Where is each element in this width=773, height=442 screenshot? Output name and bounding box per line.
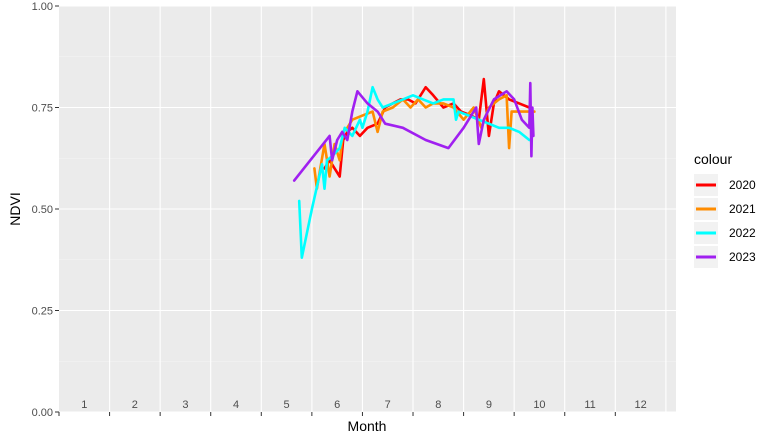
series-lines [292, 77, 536, 260]
y-tick-labels: 0.00 0.25 0.50 0.75 1.00 [32, 1, 53, 419]
y-tick-label: 1.00 [32, 1, 53, 13]
y-tick-label: 0.25 [32, 306, 53, 318]
minor-y-gridlines [59, 56, 676, 362]
x-tick-label: 5 [284, 399, 290, 411]
x-tick-label: 12 [634, 399, 646, 411]
y-tick-label: 0.75 [32, 103, 53, 115]
x-tick-label: 10 [533, 399, 545, 411]
legend-label-2020: 2020 [729, 178, 756, 192]
legend-title: colour [694, 151, 732, 167]
x-tick-labels: 1 2 3 4 5 6 7 8 9 10 11 12 [81, 399, 646, 411]
legend: colour 2020 2021 2022 2023 [694, 151, 756, 268]
x-axis-title: Month [348, 418, 387, 434]
y-axis-title: NDVI [7, 192, 23, 225]
x-tick-label: 7 [385, 399, 391, 411]
x-tick-label: 3 [182, 399, 188, 411]
legend-label-2021: 2021 [729, 202, 756, 216]
x-tick-label: 9 [486, 399, 492, 411]
x-tick-label: 1 [81, 399, 87, 411]
x-tick-label: 2 [132, 399, 138, 411]
y-tick-label: 0.50 [32, 204, 53, 216]
x-tick-label: 4 [233, 399, 239, 411]
legend-label-2022: 2022 [729, 226, 756, 240]
series-line-2023 [292, 81, 535, 182]
x-tick-label: 11 [584, 399, 595, 411]
x-axis-ticks [58, 412, 616, 416]
major-y-gridlines [59, 5, 676, 413]
y-axis-ticks [55, 5, 59, 413]
x-tick-label: 8 [435, 399, 441, 411]
y-tick-label: 0.00 [32, 407, 53, 419]
legend-label-2023: 2023 [729, 250, 756, 264]
x-tick-label: 6 [334, 399, 340, 411]
